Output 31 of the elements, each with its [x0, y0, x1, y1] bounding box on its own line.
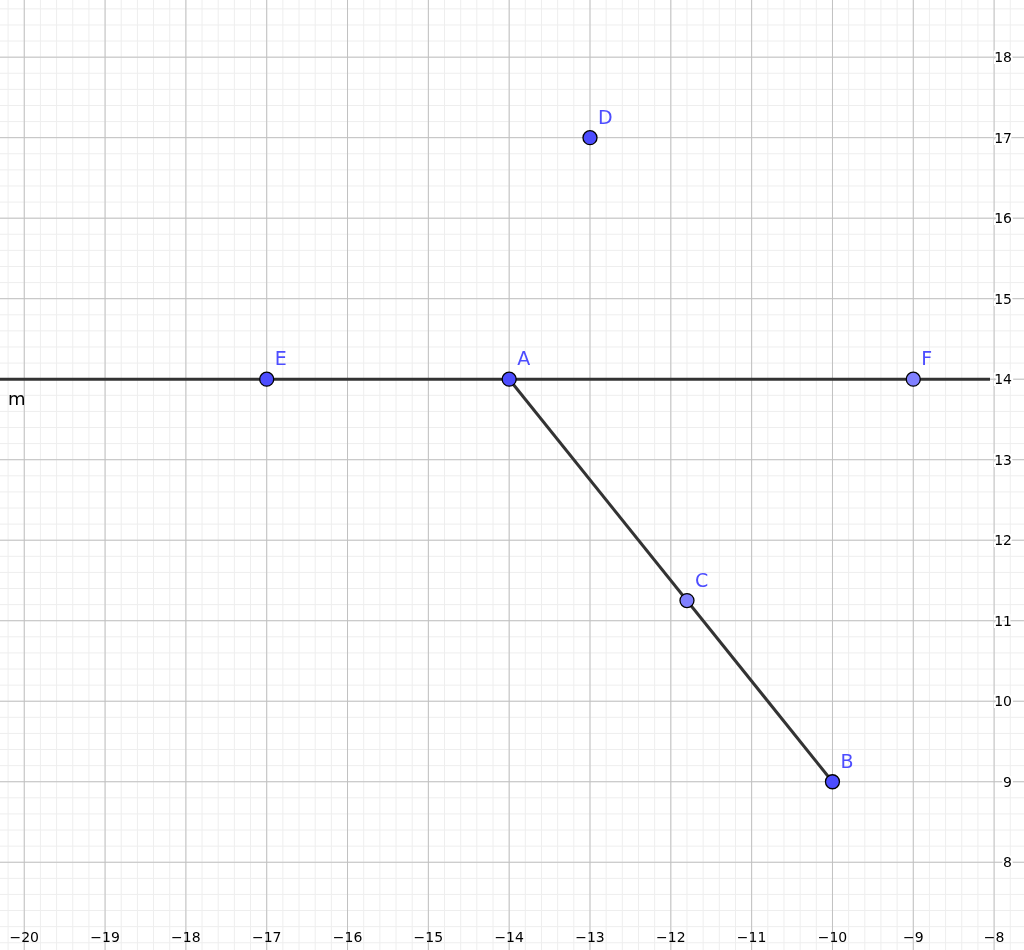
- y-tick-label: 15: [994, 290, 1012, 307]
- y-tick-label: 10: [994, 693, 1012, 710]
- x-tick-label: −10: [817, 929, 848, 945]
- x-tick-label: −11: [736, 929, 767, 945]
- ref-line-label: m: [8, 388, 26, 410]
- annotation: A: [517, 347, 531, 370]
- x-tick-label: −19: [90, 929, 120, 945]
- annotation: C: [694, 568, 709, 591]
- y-tick-label: 12: [994, 532, 1012, 549]
- annotation: D: [597, 105, 613, 128]
- y-tick-label: 14: [994, 371, 1013, 388]
- x-tick-label: −18: [171, 929, 201, 945]
- y-tick-label: 17: [994, 129, 1012, 146]
- x-tick-label: −8: [983, 929, 1005, 945]
- x-tick-label: −16: [332, 929, 363, 945]
- y-tick-label: 13: [994, 451, 1012, 468]
- annotation: F: [921, 347, 933, 370]
- x-tick-label: −14: [494, 929, 525, 945]
- y-tick-label: 9: [1003, 773, 1012, 790]
- x-tick-label: −20: [9, 929, 40, 945]
- y-tick-label: 8: [1003, 854, 1012, 871]
- y-tick-label: 18: [994, 49, 1012, 66]
- y-tick-label: 16: [994, 210, 1013, 227]
- x-tick-label: −12: [656, 929, 686, 945]
- x-tick-label: −15: [413, 929, 444, 945]
- annotation: E: [274, 347, 287, 370]
- annotation: B: [840, 749, 854, 772]
- x-tick-label: −13: [575, 929, 605, 945]
- x-tick-label: −9: [902, 929, 924, 945]
- x-tick-label: −17: [251, 929, 282, 945]
- y-tick-label: 11: [994, 612, 1012, 629]
